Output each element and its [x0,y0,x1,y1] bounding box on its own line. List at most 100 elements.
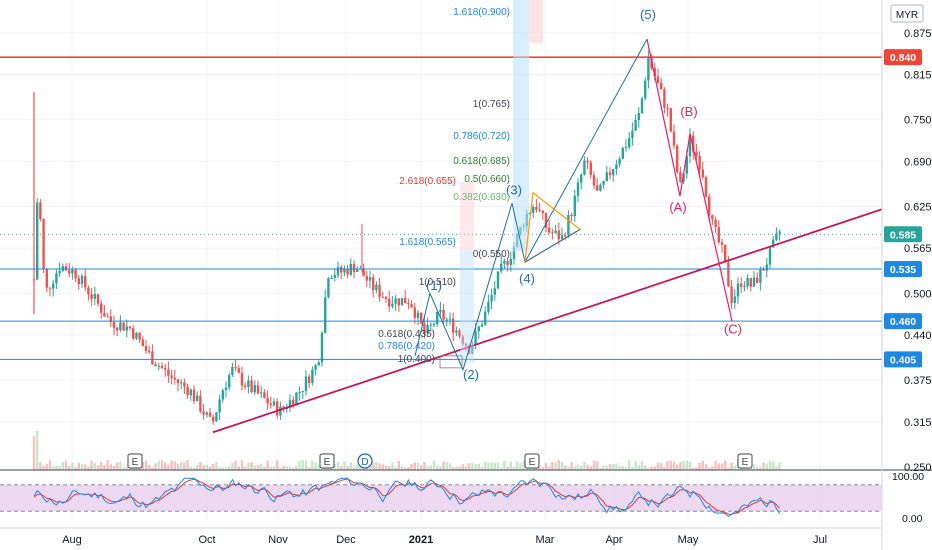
volume-bar [496,462,500,470]
volume-bar [544,462,548,470]
candle-body [631,130,634,139]
volume-bar [404,467,407,470]
candle-body [84,275,87,288]
rsi-pane: 100.00 0.00 [0,469,932,525]
candle-body [77,278,80,285]
fib-label: 0.618(0.435) [378,329,435,340]
volume-bar [282,465,285,470]
candle-body [311,369,314,384]
x-tick-label: Mar [536,534,555,546]
volume-bar [602,465,605,470]
candle-body [327,278,330,298]
volume-bar [183,462,186,470]
candle-body [372,277,375,291]
volume-bar [116,462,119,470]
fib-label: 1.618(0.900) [453,7,510,18]
candle-body [599,184,602,191]
volume-bar [682,461,685,470]
volume-bar [570,462,573,470]
volume-bar [215,462,218,470]
candle-body [314,365,317,370]
candle-body [68,270,71,274]
volume-bar [650,466,653,470]
volume-bar [759,466,762,470]
volume-bar [301,460,304,470]
fib-label: 1.618(0.565) [399,237,456,248]
volume-bar [208,466,212,470]
volume-bar [298,461,301,470]
candle-body [775,233,778,240]
y-tick-label: 0.690 [904,156,932,168]
volume-bar [340,465,343,470]
volume-bar [436,465,439,470]
wave-label: (4) [519,271,535,286]
candle-body [90,294,93,299]
candle-body [733,296,736,303]
volume-bar [637,465,640,470]
earnings-marker [319,453,335,469]
volume-bar [618,465,621,470]
volume-bar [311,460,314,470]
volume-bar [285,466,288,470]
volume-bar [368,466,372,470]
volume-bar [455,466,458,470]
candle-body [564,235,567,237]
volume-bar [634,460,637,470]
volume-bar [260,463,263,470]
volume-bar [279,467,282,470]
earnings-marker-label: E [742,457,749,468]
candle-body [189,389,192,396]
volume-bar [551,461,554,470]
candle-body [407,303,410,305]
candle-body [708,196,711,216]
candle-body [253,385,256,393]
candle-body [704,177,708,197]
volume-bar [426,466,429,470]
candle-body [768,247,772,265]
candle-body [621,147,624,159]
volume-bar [346,466,349,470]
volume-bar [106,460,109,470]
volume-bar [567,466,570,470]
candle-body [605,172,608,181]
volume-bar [58,466,61,470]
candle-body [295,392,298,405]
volume-bar [397,461,400,470]
candle-body [218,399,221,413]
candle-body [208,412,212,417]
volume-bar [141,461,144,470]
candle-body [301,390,304,392]
drawings [0,0,883,434]
candle-body [298,391,301,393]
candle-body [199,395,202,412]
candle-body [224,387,228,391]
candle-body [388,298,391,307]
candle-body [282,406,285,409]
volume-bar [554,462,557,470]
volume-bar [176,463,180,470]
fib-label: 0.382(0.630) [453,192,510,203]
candle-body [765,264,768,271]
candle-body [656,76,660,83]
candle-body [554,230,557,233]
fib-label: 0.786(0.720) [453,131,510,142]
y-tick-label: 0.440 [904,330,932,342]
wave-label: (C) [724,322,742,337]
y-tick-label: 0.875 [904,28,932,40]
volume-bar [768,460,772,470]
volume-bar [71,462,74,470]
candle-body [487,301,490,312]
volume-bar [119,461,122,470]
volume-bar [746,467,749,470]
volume-bar [205,464,208,470]
candle-body [544,213,548,228]
y-tick-label: 0.375 [904,375,932,387]
candle-body [205,412,208,415]
volume-bar [432,460,436,470]
price-label-badge [884,49,922,66]
volume-bar [192,467,196,470]
volume-bar [221,467,224,470]
candle-body [484,311,487,325]
